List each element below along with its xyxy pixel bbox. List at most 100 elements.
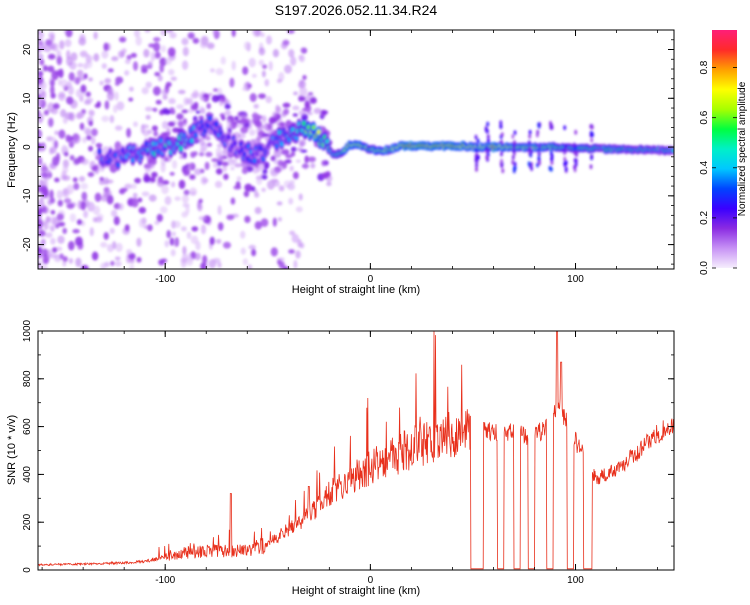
heatmap-cell bbox=[252, 158, 257, 164]
heatmap-cell bbox=[206, 123, 210, 128]
heatmap-cell bbox=[200, 224, 207, 235]
heatmap-cell bbox=[103, 42, 109, 52]
heatmap-cell bbox=[193, 132, 198, 138]
heatmap-cell bbox=[277, 217, 282, 222]
heatmap-cell bbox=[308, 92, 314, 96]
heatmap-cell bbox=[168, 98, 176, 105]
heatmap-cell bbox=[206, 103, 211, 110]
heatmap-cell bbox=[154, 220, 160, 225]
heatmap-cell bbox=[252, 111, 258, 121]
heatmap-cell bbox=[58, 91, 66, 102]
heatmap-cell bbox=[573, 164, 577, 170]
y-tick-label: 0 bbox=[22, 144, 33, 150]
heatmap-cell bbox=[156, 179, 165, 188]
heatmap-cell bbox=[167, 47, 176, 57]
heatmap-cell bbox=[249, 129, 256, 136]
heatmap-cell bbox=[38, 70, 44, 77]
heatmap-cell bbox=[199, 41, 208, 49]
heatmap-cell bbox=[500, 158, 504, 164]
heatmap-cell bbox=[182, 118, 188, 125]
y-tick-label: 20 bbox=[22, 44, 33, 56]
heatmap-cell bbox=[91, 165, 98, 172]
x-tick-label: 100 bbox=[567, 274, 584, 285]
heatmap-cell bbox=[188, 162, 193, 169]
heatmap-cell bbox=[247, 83, 252, 89]
heatmap-cell bbox=[153, 130, 159, 137]
heatmap-cell bbox=[288, 49, 295, 58]
heatmap-cell bbox=[292, 113, 298, 117]
heatmap-cell bbox=[306, 111, 313, 116]
heatmap-cell bbox=[65, 96, 74, 105]
heatmap-cell bbox=[169, 171, 175, 176]
heatmap-cell bbox=[165, 81, 172, 88]
heatmap-cell bbox=[590, 124, 594, 130]
heatmap-cell bbox=[60, 109, 67, 118]
heatmap-cell bbox=[129, 259, 135, 264]
heatmap-cell bbox=[254, 206, 262, 215]
heatmap-cell bbox=[589, 164, 593, 170]
heatmap-cell bbox=[181, 60, 189, 71]
heatmap-cell bbox=[49, 189, 54, 200]
heatmap-cell bbox=[241, 119, 250, 124]
heatmap-cell bbox=[251, 186, 256, 192]
heatmap-cell bbox=[512, 148, 516, 154]
spectrogram-x-axis-label: Height of straight line (km) bbox=[292, 284, 420, 296]
heatmap-cell bbox=[240, 126, 249, 134]
heatmap-cell bbox=[182, 245, 187, 256]
heatmap-cell bbox=[114, 260, 122, 267]
heatmap-cell bbox=[235, 124, 242, 128]
heatmap-cell bbox=[80, 158, 89, 165]
heatmap-cell bbox=[154, 71, 161, 77]
heatmap-cell bbox=[57, 235, 65, 244]
heatmap-cell bbox=[215, 168, 223, 175]
heatmap-cell bbox=[49, 146, 57, 154]
heatmap-cell bbox=[150, 51, 156, 62]
heatmap-cell bbox=[270, 155, 276, 162]
heatmap-cell bbox=[93, 31, 98, 40]
heatmap-cell bbox=[261, 187, 266, 193]
heatmap-cell bbox=[289, 165, 294, 172]
heatmap-cell bbox=[47, 65, 55, 73]
heatmap-cell bbox=[262, 169, 268, 175]
heatmap-cell bbox=[258, 47, 266, 56]
heatmap-cell bbox=[75, 257, 82, 268]
heatmap-cell bbox=[87, 171, 95, 177]
heatmap-cell bbox=[79, 122, 85, 131]
heatmap-cell bbox=[138, 218, 146, 228]
heatmap-cell bbox=[295, 159, 301, 163]
heatmap-cell bbox=[141, 87, 149, 95]
heatmap-cell bbox=[160, 206, 168, 214]
heatmap-cell bbox=[48, 253, 57, 259]
heatmap-cell bbox=[126, 127, 132, 138]
heatmap-cell bbox=[299, 86, 308, 97]
heatmap-cell bbox=[166, 229, 171, 239]
heatmap-cell bbox=[564, 160, 568, 166]
heatmap-cell bbox=[42, 64, 48, 72]
heatmap-cell bbox=[38, 97, 43, 108]
heatmap-cell bbox=[172, 160, 178, 169]
heatmap-cell bbox=[63, 151, 69, 157]
heatmap-cell bbox=[255, 175, 263, 180]
heatmap-cell bbox=[224, 103, 231, 110]
heatmap-cell bbox=[261, 70, 266, 78]
heatmap-cell bbox=[78, 175, 86, 182]
heatmap-cell bbox=[241, 87, 248, 92]
heatmap-cell bbox=[244, 183, 253, 192]
heatmap-cell bbox=[326, 181, 332, 187]
heatmap-cell bbox=[229, 77, 235, 88]
heatmap-cell bbox=[76, 69, 84, 78]
heatmap-cell bbox=[321, 110, 329, 115]
heatmap-cell bbox=[136, 256, 142, 263]
heatmap-cell bbox=[277, 130, 282, 135]
spectrogram-y-axis-label: Frequency (Hz) bbox=[6, 112, 18, 188]
heatmap-cell bbox=[58, 129, 66, 139]
heatmap-cell bbox=[268, 116, 276, 125]
heatmap-cell bbox=[144, 30, 151, 33]
heatmap-cell bbox=[195, 110, 201, 114]
colorbar: 0.0 0.2 0.4 0.6 0.8 Normalized spectral ampl… bbox=[699, 30, 748, 275]
x-tick-label: 0 bbox=[368, 575, 374, 586]
heatmap-cell bbox=[186, 98, 193, 105]
heatmap-cell bbox=[131, 197, 139, 208]
heatmap-cell bbox=[89, 227, 94, 237]
heatmap-cell bbox=[80, 182, 89, 190]
